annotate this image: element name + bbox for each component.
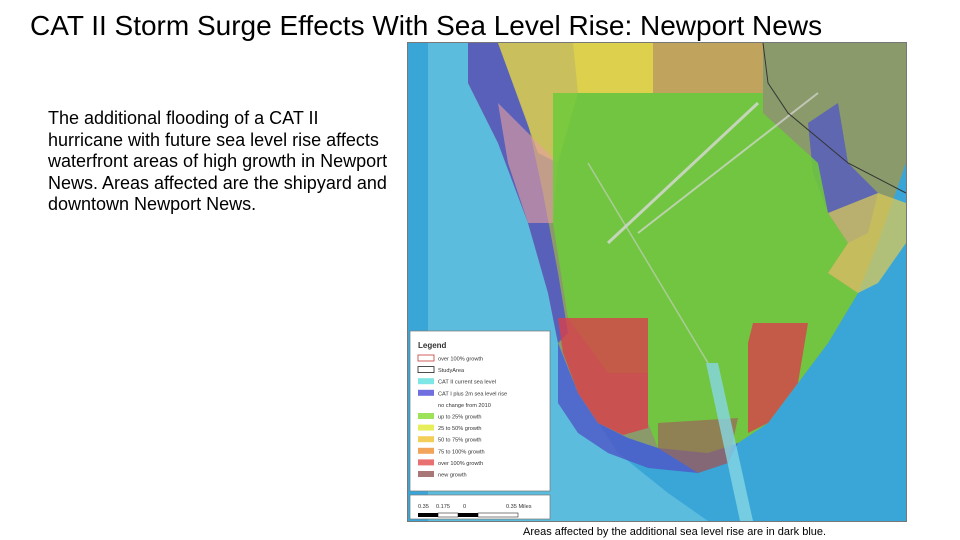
legend-item-label: 25 to 50% growth (438, 426, 482, 432)
legend-item-label: new growth (438, 473, 467, 479)
legend-swatch (418, 389, 434, 396)
legend-swatch (417, 354, 435, 362)
legend-title: Legend (418, 341, 447, 350)
study-area-outline (762, 43, 906, 194)
legend-item-label: over 100% growth (438, 461, 483, 467)
high-growth-southwest (558, 318, 648, 435)
growth-zone-east (828, 193, 906, 293)
scale-label: 0.35 (418, 504, 429, 510)
page-title: CAT II Storm Surge Effects With Sea Leve… (30, 10, 823, 41)
new-growth-tip (658, 418, 738, 473)
legend-item-label: StudyArea (438, 368, 465, 374)
growth-zone-north (573, 43, 653, 93)
road (587, 162, 709, 364)
legend-swatch (418, 436, 434, 443)
growth-zone-northeast (653, 43, 763, 93)
scale-label: 0 (463, 504, 466, 510)
map-legend: Legend over 100% growth StudyArea CAT II c… (409, 330, 551, 492)
scale-label: 0.175 (436, 504, 450, 510)
description-text: The additional flooding of a CAT II hurr… (48, 108, 388, 214)
legend-swatch (417, 366, 435, 374)
legend-item-label: 75 to 100% growth (438, 449, 485, 455)
road (637, 92, 819, 234)
legend-swatch (418, 447, 434, 454)
legend-item-label: over 100% growth (438, 357, 483, 363)
storm-surge-map: Legend over 100% growth StudyArea CAT II c… (407, 42, 907, 522)
legend-item-label: CAT I plus 2m sea level rise (438, 391, 507, 397)
channel-strip (706, 363, 753, 521)
legend-item-label: up to 25% growth (438, 415, 482, 421)
legend-swatch (418, 378, 434, 385)
legend-item-label: no change from 2010 (438, 403, 491, 409)
legend-item-label: 50 to 75% growth (438, 438, 482, 444)
legend-swatch (418, 413, 434, 419)
growth-zone-shipyard (498, 103, 558, 223)
road (606, 101, 760, 245)
legend-item-label: CAT II current sea level (438, 380, 496, 386)
scale-bar: 0.35 0.175 0 0.35 Miles (409, 494, 551, 520)
sea-level-rise-south (558, 343, 738, 473)
high-growth-southeast (748, 323, 808, 433)
legend-swatch (418, 424, 434, 431)
legend-swatch (418, 459, 434, 466)
map-caption: Areas affected by the additional sea lev… (523, 526, 827, 538)
scale-label: 0.35 Miles (506, 504, 532, 510)
legend-swatch (418, 471, 434, 477)
